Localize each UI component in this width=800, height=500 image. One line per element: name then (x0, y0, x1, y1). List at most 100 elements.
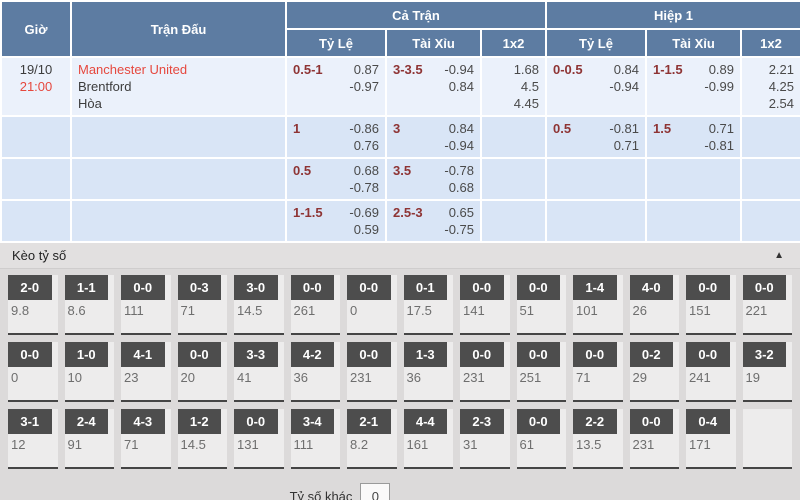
overunder-line: 2.5-3 (393, 205, 423, 220)
odds-bottom: 0.84 (448, 79, 474, 94)
odds-table: Giờ Trận Đấu Cả Trận Hiệp 1 Tỷ Lệ Tài Xỉ… (0, 0, 800, 243)
score-cell[interactable]: 0-0 231 (629, 409, 679, 469)
odds-2: 4.45 (513, 96, 539, 111)
score-cell[interactable]: 1-3 36 (403, 342, 453, 402)
fh-overunder-cell[interactable]: 1-1.5 0.89 -0.99 (645, 56, 742, 117)
score-cell[interactable]: 2-0 9.8 (8, 275, 58, 335)
score-row: 0-0 0 1-0 10 4-1 23 0-0 20 (8, 342, 792, 402)
score-cell[interactable]: 0-0 51 (516, 275, 566, 335)
score-cell[interactable]: 4-0 26 (629, 275, 679, 335)
col-header-full-time: Cả Trận (285, 0, 547, 30)
score-odds-value: 131 (237, 437, 259, 452)
odds-x: 4.5 (520, 79, 539, 94)
score-cell[interactable]: 2-2 13.5 (573, 409, 623, 469)
score-cell[interactable]: 0-0 0 (347, 275, 397, 335)
col-header-time: Giờ (0, 0, 72, 58)
score-cell[interactable]: 0-1 17.5 (403, 275, 453, 335)
score-cell[interactable]: 3-2 19 (742, 342, 792, 402)
score-cell[interactable]: 1-2 14.5 (177, 409, 227, 469)
fh-handicap-cell[interactable]: 0-0.5 0.84 -0.94 (545, 56, 647, 117)
score-cell[interactable] (742, 409, 792, 469)
score-cell[interactable]: 0-4 171 (686, 409, 736, 469)
odds-1: 2.21 (768, 62, 794, 77)
score-cell[interactable]: 4-3 71 (121, 409, 171, 469)
score-cell[interactable]: 0-0 141 (460, 275, 510, 335)
match-kickoff-time: 21:00 (19, 79, 53, 94)
score-cell[interactable]: 1-1 8.6 (64, 275, 114, 335)
score-cell[interactable]: 0-0 20 (177, 342, 227, 402)
other-score-label: Tỷ số khác (289, 489, 353, 500)
score-cell[interactable]: 1-4 101 (573, 275, 623, 335)
ft-overunder-cell[interactable]: 3-3.5 -0.94 0.84 (385, 56, 482, 117)
ft-overunder-cell[interactable]: 2.5-3 0.65 -0.75 (385, 199, 482, 243)
ft-handicap-cell[interactable]: 1-1.5 -0.69 0.59 (285, 199, 387, 243)
score-cell[interactable]: 0-0 0 (8, 342, 58, 402)
score-cell[interactable]: 0-2 29 (629, 342, 679, 402)
score-odds-value: 61 (519, 437, 534, 452)
ft-1x2-cell[interactable]: 1.68 4.5 4.45 (480, 56, 547, 117)
match-time-cell (0, 199, 72, 243)
score-badge: 4-2 (290, 342, 334, 367)
odds-bottom: 0.68 (448, 180, 474, 195)
score-odds-value: 71 (576, 370, 591, 385)
odds-top: -0.69 (349, 205, 379, 220)
score-cell[interactable]: 2-4 91 (64, 409, 114, 469)
score-badge: 0-0 (290, 275, 334, 300)
ft-1x2-cell (480, 199, 547, 243)
odds-1: 1.68 (513, 62, 539, 77)
odds-row-3: 0.5 0.68 -0.78 3.5 -0.78 0.68 (0, 157, 800, 201)
match-teams-cell (70, 157, 287, 201)
score-cell[interactable]: 3-1 12 (8, 409, 58, 469)
score-cell[interactable]: 4-2 36 (290, 342, 340, 402)
collapse-triangle-icon[interactable]: ▲ (774, 250, 784, 261)
score-cell[interactable]: 3-0 14.5 (234, 275, 284, 335)
score-cell[interactable]: 0-0 71 (573, 342, 623, 402)
ft-handicap-cell[interactable]: 0.5-1 0.87 -0.97 (285, 56, 387, 117)
score-odds-value: 36 (293, 370, 308, 385)
ft-handicap-cell[interactable]: 0.5 0.68 -0.78 (285, 157, 387, 201)
ft-handicap-cell[interactable]: 1 -0.86 0.76 (285, 115, 387, 159)
score-cell[interactable]: 0-0 61 (516, 409, 566, 469)
score-grid: 2-0 9.8 1-1 8.6 0-0 111 0-3 71 (0, 269, 800, 469)
score-cell[interactable]: 2-3 31 (460, 409, 510, 469)
handicap-line: 0.5 (293, 163, 312, 178)
score-cell[interactable]: 0-0 151 (686, 275, 736, 335)
score-cell[interactable]: 0-0 251 (516, 342, 566, 402)
ft-overunder-cell[interactable]: 3.5 -0.78 0.68 (385, 157, 482, 201)
handicap-line: 1-1.5 (293, 205, 323, 220)
score-cell[interactable]: 0-0 111 (121, 275, 171, 335)
odds-bottom: 0.59 (353, 222, 379, 237)
section-title: Kèo tỷ số (12, 248, 67, 263)
col-header-fh-handicap: Tỷ Lệ (545, 28, 647, 58)
fh-1x2-cell[interactable]: 2.21 4.25 2.54 (740, 56, 800, 117)
fh-handicap-cell[interactable]: 0.5 -0.81 0.71 (545, 115, 647, 159)
score-cell[interactable]: 4-1 23 (121, 342, 171, 402)
col-header-first-half: Hiệp 1 (545, 0, 800, 30)
score-cell[interactable]: 2-1 8.2 (347, 409, 397, 469)
fh-overunder-cell (645, 199, 742, 243)
score-cell[interactable]: 0-0 131 (234, 409, 284, 469)
overunder-line: 3.5 (393, 163, 412, 178)
score-cell[interactable]: 0-3 71 (177, 275, 227, 335)
score-cell[interactable]: 3-3 41 (234, 342, 284, 402)
other-score-box[interactable]: 0 (360, 483, 391, 500)
odds-bottom: -0.78 (349, 180, 379, 195)
score-badge: 0-0 (686, 342, 730, 367)
score-cell[interactable]: 3-4 111 (290, 409, 340, 469)
score-cell[interactable]: 0-0 231 (460, 342, 510, 402)
fh-1x2-cell (740, 115, 800, 159)
score-badge: 0-0 (460, 275, 504, 300)
score-cell[interactable]: 0-0 241 (686, 342, 736, 402)
score-cell[interactable]: 0-0 231 (347, 342, 397, 402)
score-badge: 0-0 (742, 275, 786, 300)
score-badge: 3-4 (290, 409, 334, 434)
fh-overunder-cell[interactable]: 1.5 0.71 -0.81 (645, 115, 742, 159)
score-cell[interactable]: 1-0 10 (64, 342, 114, 402)
score-odds-value: 20 (180, 370, 195, 385)
correct-score-header[interactable]: Kèo tỷ số ▲ (0, 243, 800, 269)
score-cell[interactable]: 0-0 261 (290, 275, 340, 335)
ft-overunder-cell[interactable]: 3 0.84 -0.94 (385, 115, 482, 159)
score-cell[interactable]: 4-4 161 (403, 409, 453, 469)
score-cell[interactable]: 0-0 221 (742, 275, 792, 335)
match-teams-cell (70, 115, 287, 159)
